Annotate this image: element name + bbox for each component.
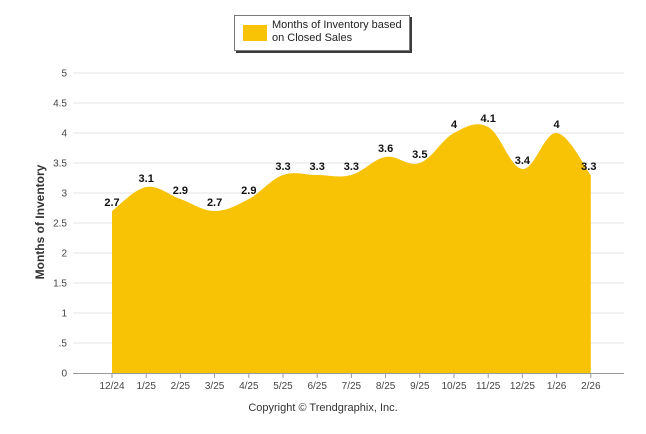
- data-label: 3.3: [275, 161, 290, 173]
- data-label: 3.5: [412, 149, 427, 161]
- y-tick-label: 2: [61, 249, 67, 260]
- y-tick-label: 1.5: [53, 279, 67, 290]
- legend-swatch: [243, 25, 267, 41]
- x-tick-label: 12/24: [99, 381, 124, 392]
- y-tick-label: 3.5: [53, 159, 67, 170]
- data-label: 3.1: [139, 173, 154, 185]
- data-label: 4: [554, 119, 561, 131]
- x-tick-label: 8/25: [376, 381, 396, 392]
- x-tick-label: 9/25: [410, 381, 430, 392]
- y-tick-label: 4: [61, 129, 67, 140]
- x-tick-label: 10/25: [441, 381, 466, 392]
- data-label: 3.3: [581, 161, 596, 173]
- data-label: 2.7: [207, 197, 222, 209]
- x-tick-label: 4/25: [239, 381, 259, 392]
- legend: Months of Inventory based on Closed Sale…: [234, 15, 410, 51]
- data-label: 3.6: [378, 143, 393, 155]
- y-axis-title: Months of Inventory: [33, 164, 47, 280]
- y-tick-label: 3: [61, 189, 67, 200]
- x-tick-label: 3/25: [205, 381, 225, 392]
- y-tick-label: 1: [61, 309, 67, 320]
- y-tick-label: 5: [61, 69, 67, 80]
- x-tick-label: 2/25: [171, 381, 191, 392]
- x-tick-label: 5/25: [273, 381, 293, 392]
- data-label: 2.7: [104, 197, 119, 209]
- x-axis: 12/24 1/25 2/25 3/25 4/25 5/25 6/25 7/25 8/25 9/2…: [73, 373, 624, 392]
- x-tick-label: 1/25: [136, 381, 156, 392]
- x-tick-label: 7/25: [342, 381, 362, 392]
- data-label: 3.3: [310, 161, 325, 173]
- y-tick-label: 0: [61, 369, 67, 380]
- area-series: [111, 124, 591, 374]
- y-tick-label: 2.5: [53, 219, 67, 230]
- y-tick-label: 4.5: [53, 99, 67, 110]
- area-fill: [112, 124, 591, 374]
- data-label: 2.9: [173, 185, 188, 197]
- y-axis-ticks: 0 .5 1 1.5 2 2.5 3 3.5 4 4.5 5: [53, 69, 67, 380]
- x-tick-label: 12/25: [510, 381, 535, 392]
- x-tick-label: 11/25: [476, 381, 501, 392]
- data-label: 4: [451, 119, 458, 131]
- data-label: 4.1: [481, 113, 496, 125]
- data-labels: 2.7 3.1 2.9 2.7 2.9 3.3 3.3 3.3 3.6 3.5 4 4.1 3.4 4 3.…: [104, 113, 596, 209]
- data-label: 3.3: [344, 161, 359, 173]
- x-tick-label: 2/26: [581, 381, 601, 392]
- data-label: 3.4: [515, 155, 531, 167]
- x-tick-label: 6/25: [307, 381, 327, 392]
- data-label: 2.9: [241, 185, 256, 197]
- x-tick-label: 1/26: [547, 381, 567, 392]
- legend-label: Months of Inventory based on Closed Sale…: [272, 19, 402, 44]
- copyright-text: Copyright © Trendgraphix, Inc.: [248, 402, 398, 414]
- y-tick-label: .5: [59, 339, 68, 350]
